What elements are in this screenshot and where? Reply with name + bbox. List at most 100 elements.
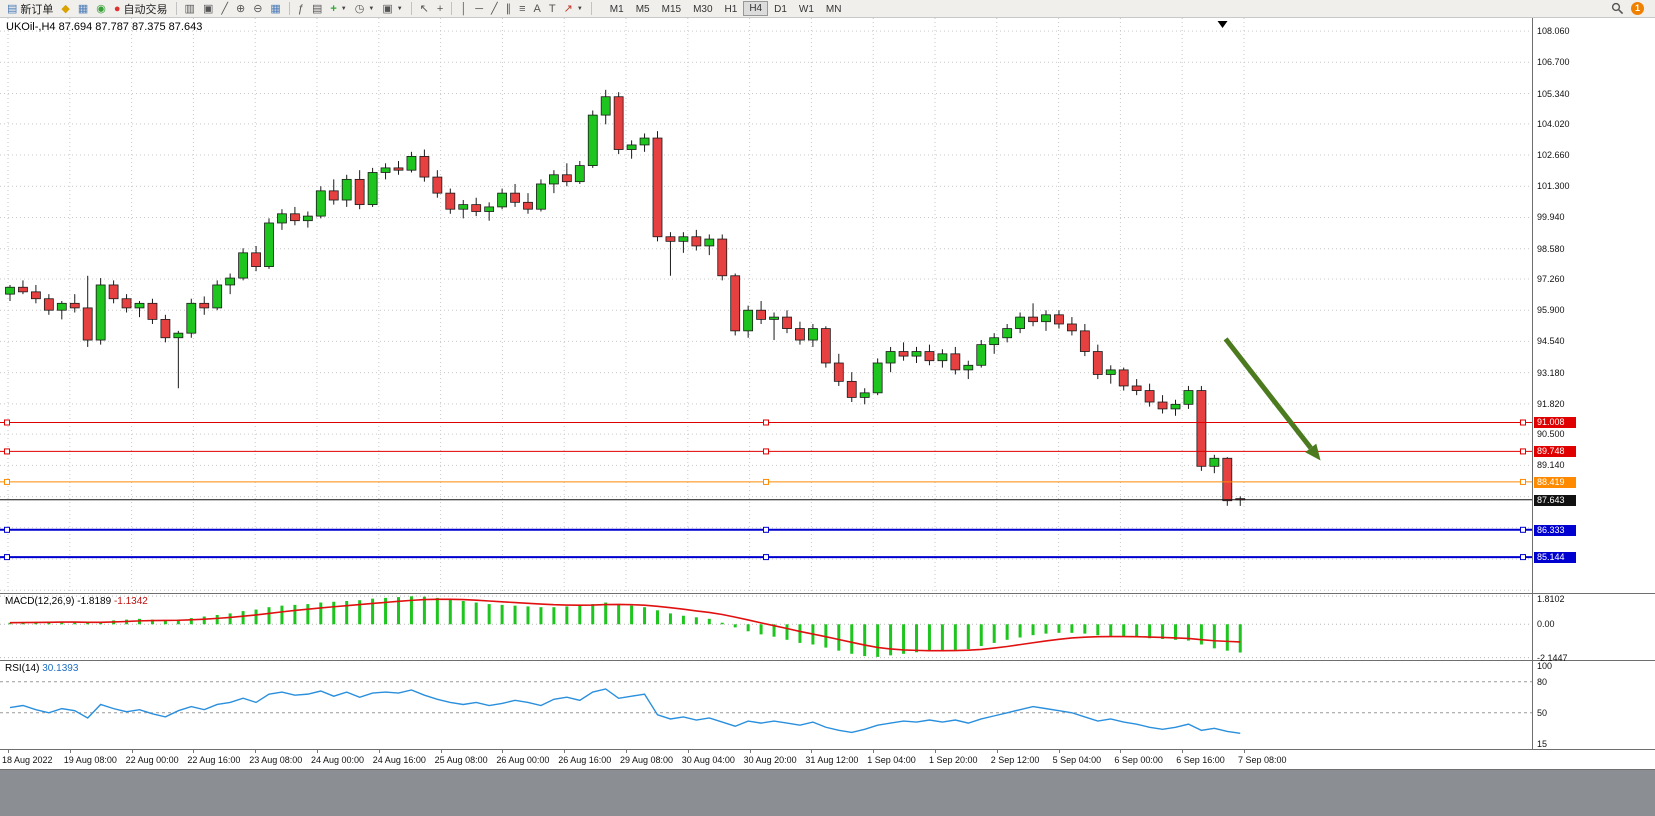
clock-icon: ◷: [354, 2, 365, 15]
zoom-out-button[interactable]: ⊖: [249, 1, 266, 17]
macd-canvas[interactable]: [0, 594, 1532, 660]
notification-badge[interactable]: 1: [1631, 2, 1644, 15]
price-axis-label: 95.900: [1537, 305, 1565, 316]
rsi-axis-label: 50: [1537, 707, 1548, 718]
periods-button[interactable]: ◷ ▼: [351, 1, 379, 17]
chevron-down-icon: ▼: [368, 5, 375, 12]
time-tick: [69, 750, 71, 753]
main-chart-canvas[interactable]: [0, 18, 1532, 593]
zoom-in-button[interactable]: ⊕: [232, 1, 249, 17]
price-axis-label: 106.700: [1537, 57, 1570, 68]
navigator-icon: ◉: [96, 2, 106, 15]
ohlc-values: 87.694 87.787 87.375 87.643: [58, 21, 203, 33]
trendline-button[interactable]: ╱: [487, 1, 502, 17]
time-axis-label: 22 Aug 16:00: [187, 755, 241, 765]
rsi-axis[interactable]: 100 80 50 15: [1532, 661, 1655, 749]
channel-icon: ∥: [505, 2, 512, 15]
arrows-tool-button[interactable]: ↗ ▼: [560, 1, 587, 17]
autotrading-button[interactable]: ● 自动交易: [110, 1, 172, 17]
horizontal-line-button[interactable]: ─: [471, 1, 487, 17]
timeframe-h4[interactable]: H4: [743, 1, 769, 16]
arrows-tool-icon: ↗: [563, 2, 573, 15]
time-tick: [935, 750, 936, 753]
price-badge: 91.008: [1534, 417, 1576, 429]
chart-title: UKOil-,H4 87.694 87.787 87.375 87.643: [6, 21, 202, 33]
time-axis-label: 5 Sep 04:00: [1052, 755, 1102, 765]
timeframe-m15[interactable]: M15: [661, 4, 682, 15]
time-axis-label: 2 Sep 12:00: [990, 755, 1040, 765]
crosshair-button[interactable]: +: [433, 1, 447, 17]
rsi-line: [9, 688, 1241, 735]
toolbar-separator: [451, 2, 453, 15]
price-axis-label: 93.180: [1537, 367, 1565, 378]
indicators-button[interactable]: ƒ: [294, 1, 308, 17]
price-badge: 85.144: [1534, 552, 1576, 564]
price-axis[interactable]: 108.060 106.700 105.340 104.020 102.660 101.3…: [1532, 18, 1655, 593]
candlestick-chart-icon: ▣: [202, 2, 214, 15]
cursor-icon: ↖: [419, 2, 429, 15]
vertical-line-button[interactable]: │: [456, 1, 471, 17]
metaeditor-button[interactable]: ◆: [57, 1, 73, 17]
vertical-line-icon: │: [460, 2, 468, 15]
new-order-icon: ▤: [7, 2, 18, 15]
time-axis-label: 18 Aug 2022: [2, 755, 53, 765]
rsi-axis-label: 15: [1537, 739, 1548, 749]
time-axis-label: 24 Aug 16:00: [372, 755, 426, 765]
time-axis-label: 1 Sep 20:00: [929, 755, 978, 765]
time-axis-label: 23 Aug 08:00: [249, 755, 303, 765]
time-axis-label: 6 Sep 16:00: [1176, 755, 1225, 765]
candlestick-chart-button[interactable]: ▣: [199, 1, 217, 17]
timeframe-m1[interactable]: M1: [609, 4, 624, 15]
text-label-icon: T: [548, 2, 556, 15]
navigator-button[interactable]: ◉: [92, 1, 110, 17]
templates-button[interactable]: ▤: [308, 1, 326, 17]
line-chart-button[interactable]: ╱: [217, 1, 232, 17]
time-axis-label: 7 Sep 08:00: [1238, 755, 1287, 765]
rsi-canvas[interactable]: [0, 661, 1532, 749]
timeframe-mn[interactable]: MN: [825, 4, 842, 15]
time-tick: [8, 750, 9, 753]
indicators-icon: ƒ: [297, 2, 304, 15]
text-label-button[interactable]: T: [545, 1, 560, 17]
new-order-button[interactable]: ▤ 新订单: [3, 1, 57, 17]
timeframe-m5[interactable]: M5: [635, 4, 650, 15]
crosshair-icon: +: [436, 2, 444, 15]
time-axis-label: 26 Aug 16:00: [558, 755, 612, 765]
new-chart-icon: +: [330, 2, 337, 15]
time-tick: [564, 750, 566, 753]
arrow-annotation: [1223, 337, 1313, 450]
time-tick: [1120, 750, 1122, 753]
time-axis[interactable]: 18 Aug 2022 19 Aug 08:00 22 Aug 00:00 22 Au…: [0, 750, 1655, 770]
text-button[interactable]: A: [530, 1, 545, 17]
footer-strip: [0, 770, 1655, 816]
tile-windows-button[interactable]: ▦: [266, 1, 284, 17]
screenshot-button[interactable]: ▣ ▼: [378, 1, 406, 17]
autotrading-icon: ●: [113, 2, 121, 15]
timeframe-d1[interactable]: D1: [774, 4, 787, 15]
cursor-button[interactable]: ↖: [416, 1, 433, 17]
price-axis-label: 91.820: [1537, 398, 1565, 409]
search-icon[interactable]: [1611, 2, 1624, 15]
rsi-axis-label: 80: [1537, 676, 1548, 687]
macd-axis-label: -2.1447: [1537, 652, 1568, 663]
bar-chart-button[interactable]: ▥: [181, 1, 199, 17]
channel-button[interactable]: ∥: [502, 1, 516, 17]
time-tick: [1244, 750, 1245, 753]
fibonacci-button[interactable]: ≡: [515, 1, 529, 17]
price-badge: 87.643: [1534, 494, 1576, 506]
price-axis-label: 97.260: [1537, 273, 1565, 284]
time-axis-label: 19 Aug 08:00: [63, 755, 117, 765]
timeframe-h1[interactable]: H1: [724, 4, 738, 15]
chevron-down-icon: ▼: [340, 5, 347, 12]
price-axis-label: 98.580: [1537, 243, 1565, 254]
timeframe-w1[interactable]: W1: [798, 4, 814, 15]
market-watch-button[interactable]: ▦: [74, 1, 92, 17]
timeframe-m30[interactable]: M30: [693, 4, 713, 15]
time-tick: [687, 750, 689, 753]
rsi-panel: RSI(14) 30.1393 100 80 50 15: [0, 661, 1655, 750]
macd-axis[interactable]: 1.8102 0.00 -2.1447: [1532, 594, 1655, 663]
macd-main-value: -1.8189: [77, 596, 112, 607]
time-axis-label: 24 Aug 00:00: [311, 755, 365, 765]
price-axis-label: 104.020: [1537, 118, 1570, 129]
new-chart-button[interactable]: + ▼: [326, 1, 350, 17]
